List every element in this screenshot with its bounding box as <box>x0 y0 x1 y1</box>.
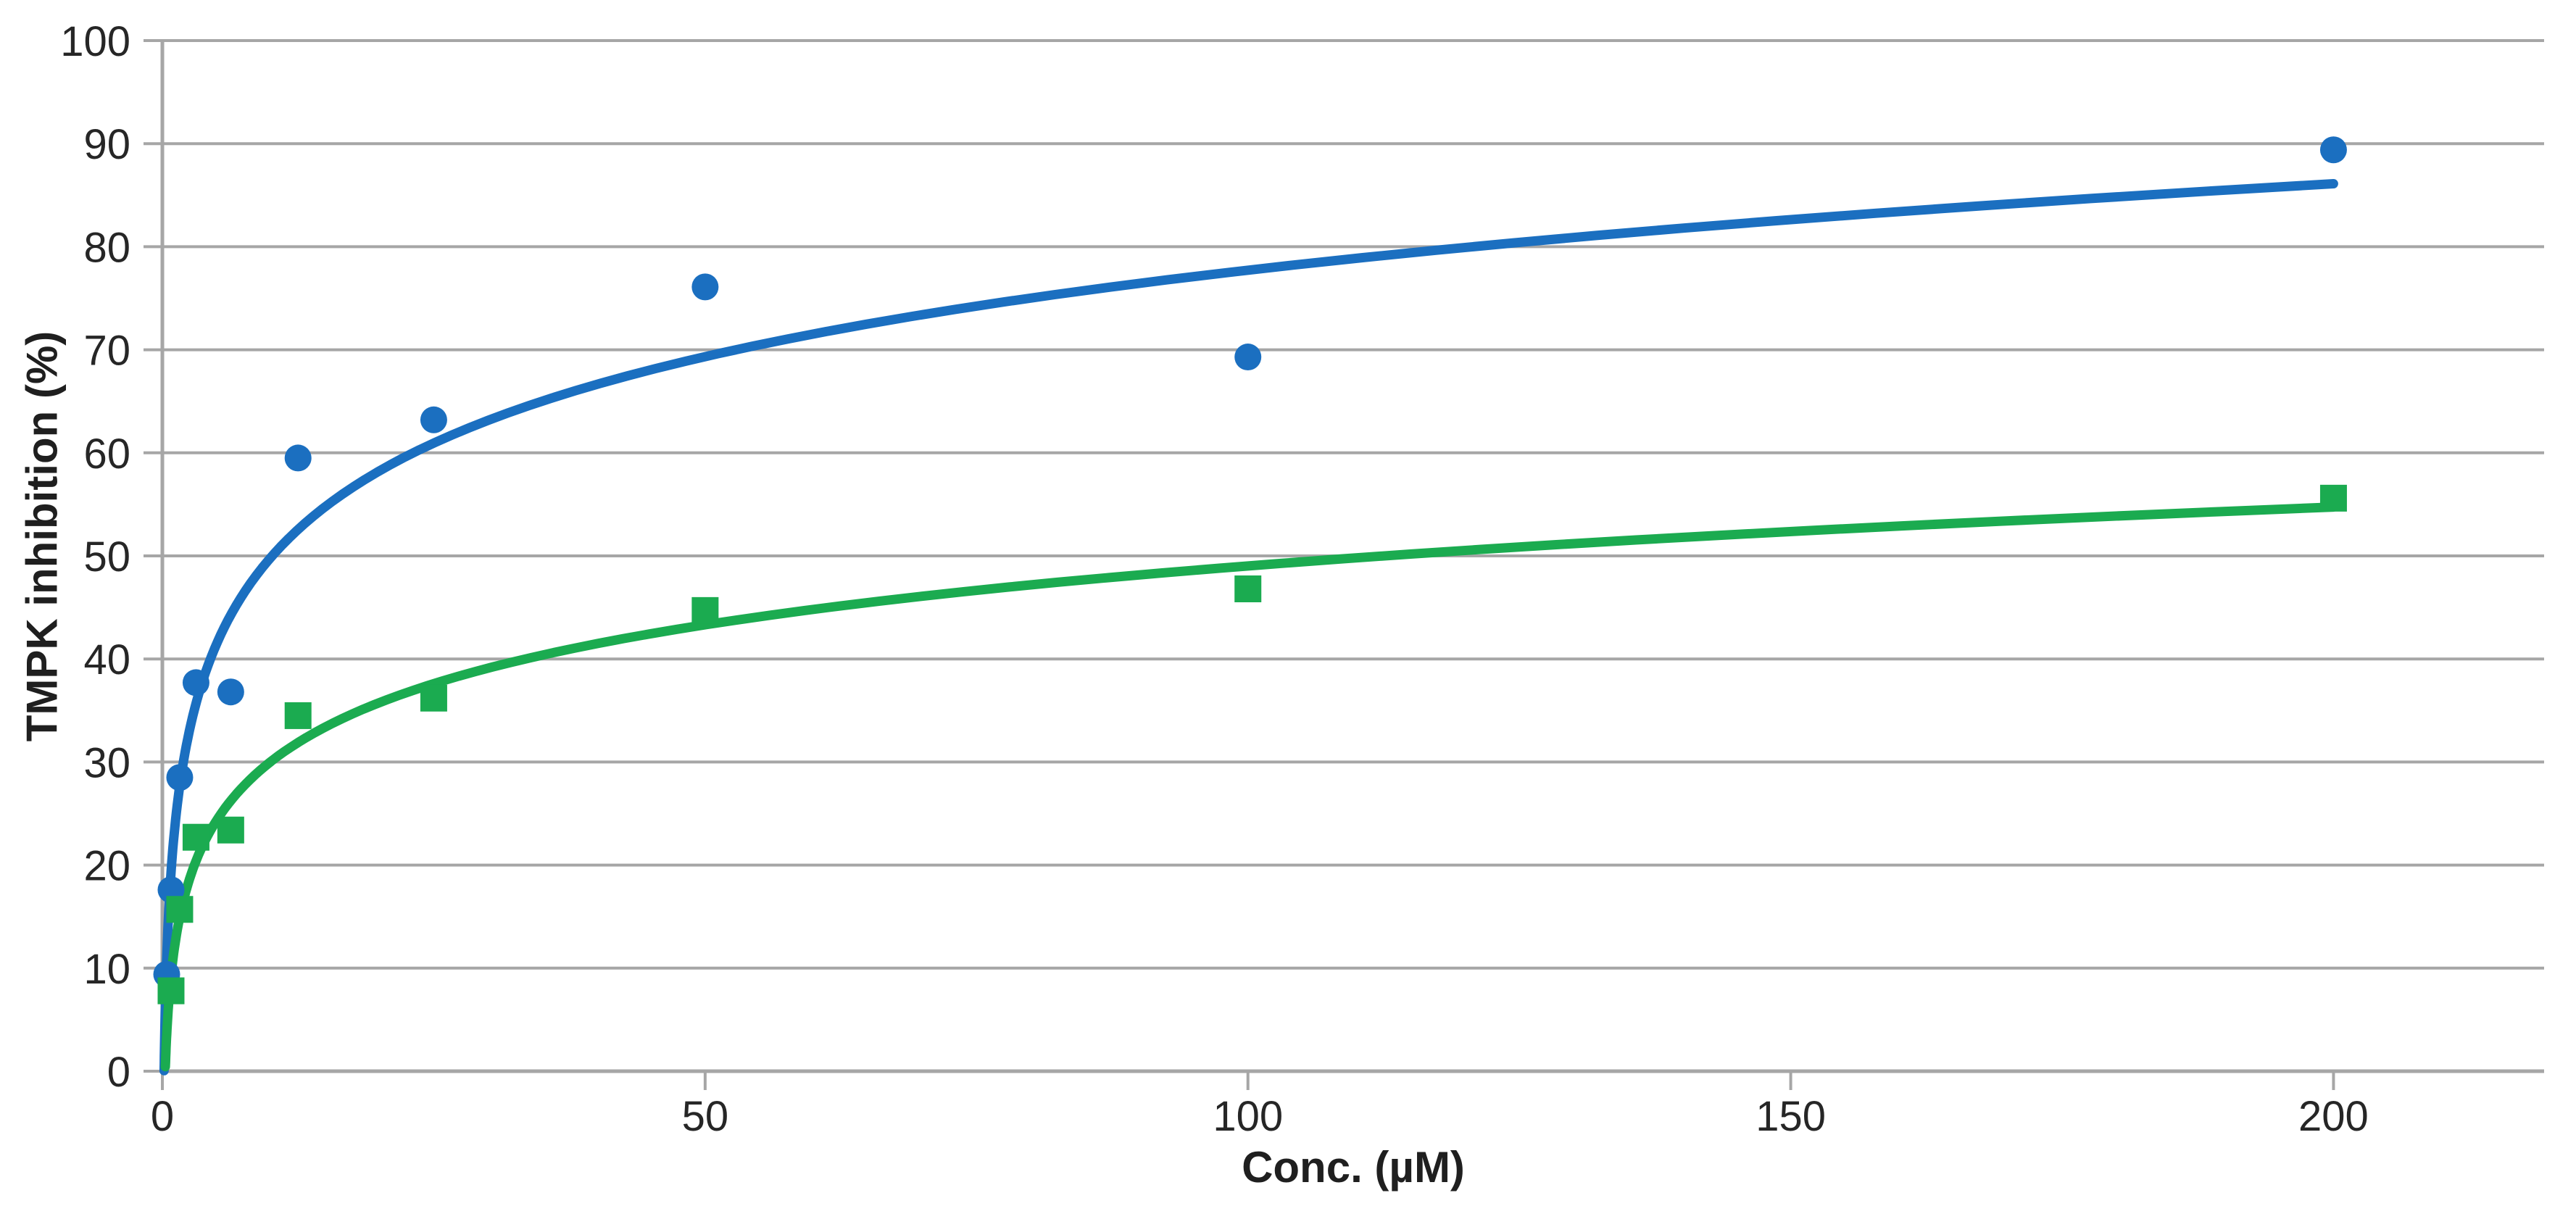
y-tick-label: 50 <box>83 533 130 581</box>
data-point-compound-2-green-squares <box>217 816 244 844</box>
x-tick-label: 100 <box>1213 1093 1283 1140</box>
data-point-compound-1-blue-circles <box>691 273 719 301</box>
y-tick-label: 100 <box>60 18 130 65</box>
y-tick-label: 20 <box>83 843 130 890</box>
data-point-compound-2-green-squares <box>284 702 312 729</box>
y-tick-label: 10 <box>83 946 130 993</box>
x-tick-label: 50 <box>682 1093 729 1140</box>
x-axis-title: Conc. (µM) <box>1242 1143 1465 1192</box>
data-point-compound-2-green-squares <box>420 684 447 712</box>
data-point-compound-1-blue-circles <box>420 406 447 433</box>
y-tick-label: 0 <box>107 1049 130 1096</box>
data-point-compound-2-green-squares <box>2319 484 2347 512</box>
data-point-compound-2-green-squares <box>182 823 209 851</box>
data-point-compound-2-green-squares <box>691 596 719 624</box>
data-point-compound-1-blue-circles <box>182 669 209 696</box>
x-tick-label: 150 <box>1756 1093 1826 1140</box>
data-point-compound-2-green-squares <box>157 977 185 1005</box>
y-tick-label: 90 <box>83 121 130 168</box>
data-point-compound-1-blue-circles <box>284 444 312 472</box>
y-tick-label: 30 <box>83 739 130 786</box>
data-point-compound-1-blue-circles <box>217 678 244 706</box>
trendline-compound-1-blue-circles <box>159 179 2338 1076</box>
y-tick-label: 40 <box>83 636 130 683</box>
y-tick-label: 80 <box>83 224 130 271</box>
x-tick-label: 200 <box>2298 1093 2369 1140</box>
y-axis-title: TMPK inhibition (%) <box>17 330 67 742</box>
y-tick-label: 60 <box>83 431 130 478</box>
data-point-compound-1-blue-circles <box>166 764 194 791</box>
y-tick-label: 70 <box>83 328 130 375</box>
x-tick-label: 0 <box>151 1093 174 1140</box>
data-point-compound-1-blue-circles <box>2319 136 2347 164</box>
data-point-compound-1-blue-circles <box>1234 344 1262 371</box>
data-point-compound-2-green-squares <box>1234 575 1262 603</box>
data-point-compound-2-green-squares <box>166 896 194 923</box>
